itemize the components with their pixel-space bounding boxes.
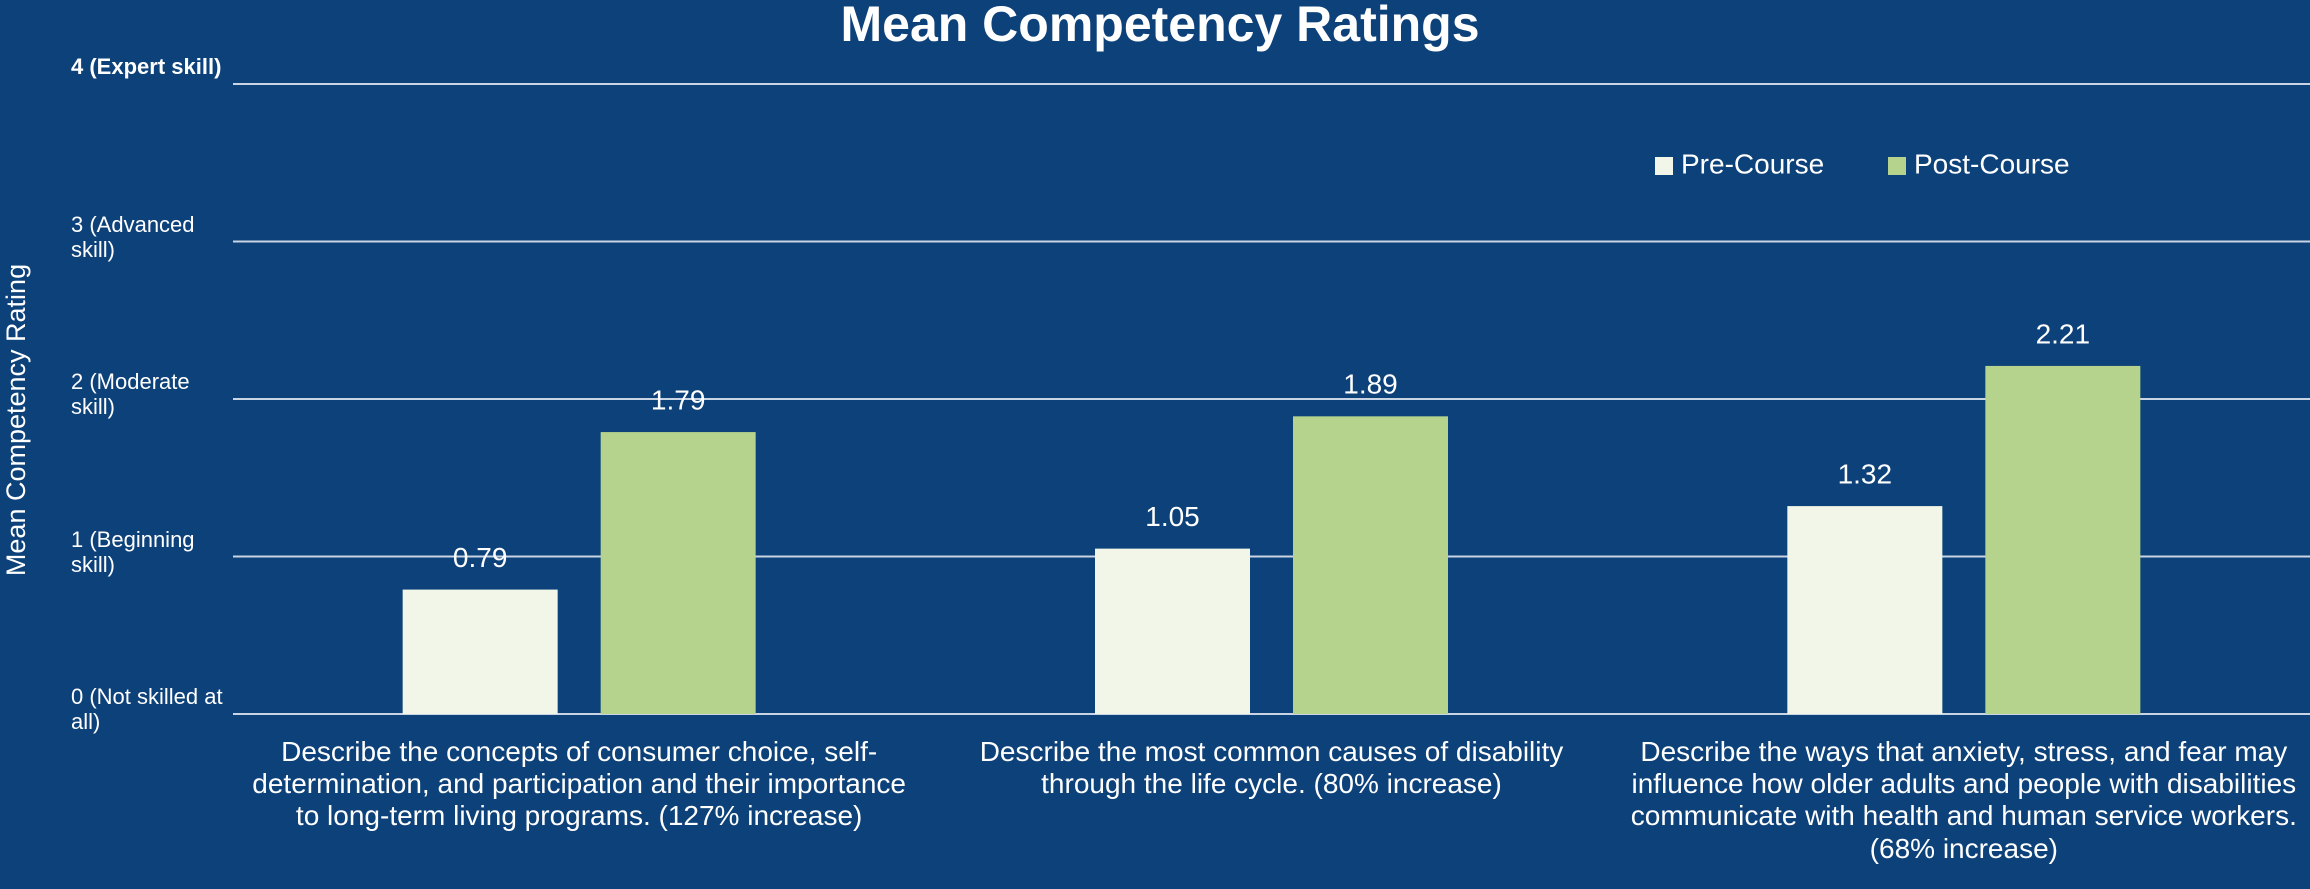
y-tick-label: 1 (Beginning skill) — [71, 526, 195, 577]
y-tick-label: 2 (Moderate skill) — [71, 369, 190, 420]
chart-title: Mean Competency Ratings — [840, 0, 1479, 52]
bar — [1293, 416, 1448, 714]
bar — [402, 589, 558, 714]
x-tick-label: Describe the ways that anxiety, stress, … — [1630, 736, 2297, 864]
bar — [600, 432, 756, 714]
bar — [1787, 506, 1943, 714]
y-tick-label-box: 1 (Beginning skill) — [71, 526, 195, 577]
data-label: 0.79 — [453, 542, 508, 573]
x-tick-label-box: Describe the most common causes of disab… — [979, 736, 1564, 800]
y-axis-label: Mean Competency Rating — [1, 264, 31, 576]
data-label: 1.32 — [1838, 458, 1893, 489]
data-label: 1.05 — [1145, 501, 1200, 532]
x-tick-label: Describe the concepts of consumer choice… — [252, 736, 907, 832]
x-tick-label: Describe the most common causes of disab… — [979, 736, 1564, 800]
y-tick-label-box: 0 (Not skilled at all) — [71, 684, 223, 735]
bar — [1095, 548, 1250, 714]
y-tick-label-box: 3 (Advanced skill) — [71, 211, 195, 262]
x-tick-label-box: Describe the concepts of consumer choice… — [252, 736, 907, 832]
y-tick-label: 4 (Expert skill) — [71, 54, 222, 79]
legend-label: Pre-Course — [1681, 148, 1824, 179]
data-label: 2.21 — [2036, 318, 2091, 349]
legend-label: Post-Course — [1914, 148, 2070, 179]
x-tick-label-box: Describe the ways that anxiety, stress, … — [1630, 736, 2297, 864]
y-tick-label-box: 2 (Moderate skill) — [71, 369, 190, 420]
legend-swatch — [1888, 157, 1906, 175]
y-tick-label: 3 (Advanced skill) — [71, 211, 195, 262]
data-label: 1.79 — [651, 384, 706, 415]
legend-swatch — [1655, 157, 1673, 175]
y-tick-label-box: 4 (Expert skill) — [71, 54, 222, 79]
bar — [1985, 365, 2141, 714]
y-tick-label: 0 (Not skilled at all) — [71, 684, 223, 735]
data-label: 1.89 — [1343, 369, 1398, 400]
